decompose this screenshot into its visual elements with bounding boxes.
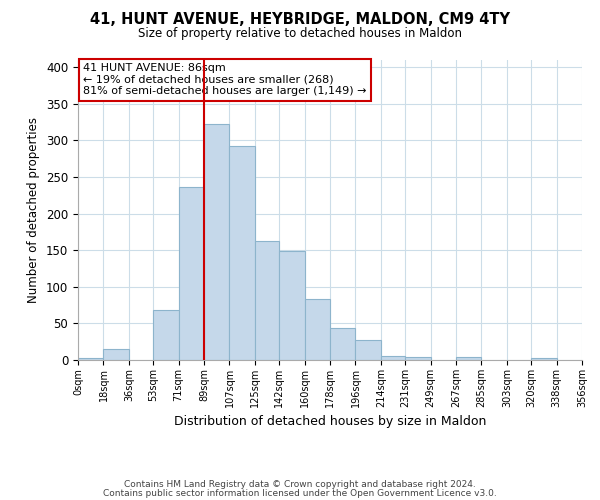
Bar xyxy=(279,251,305,360)
Bar xyxy=(381,356,405,360)
Bar xyxy=(78,358,103,360)
Bar xyxy=(305,298,330,360)
Bar xyxy=(229,146,255,360)
Text: Contains HM Land Registry data © Crown copyright and database right 2024.: Contains HM Land Registry data © Crown c… xyxy=(124,480,476,489)
Bar xyxy=(153,310,179,360)
Text: 41 HUNT AVENUE: 86sqm
← 19% of detached houses are smaller (268)
81% of semi-det: 41 HUNT AVENUE: 86sqm ← 19% of detached … xyxy=(83,63,367,96)
Text: Size of property relative to detached houses in Maldon: Size of property relative to detached ho… xyxy=(138,28,462,40)
Bar xyxy=(330,328,355,360)
Bar xyxy=(531,358,557,360)
Text: 41, HUNT AVENUE, HEYBRIDGE, MALDON, CM9 4TY: 41, HUNT AVENUE, HEYBRIDGE, MALDON, CM9 … xyxy=(90,12,510,28)
Bar xyxy=(179,188,204,360)
Bar xyxy=(456,357,481,360)
Bar xyxy=(103,349,129,360)
Bar xyxy=(204,124,229,360)
Bar xyxy=(405,357,431,360)
Y-axis label: Number of detached properties: Number of detached properties xyxy=(28,117,40,303)
Text: Contains public sector information licensed under the Open Government Licence v3: Contains public sector information licen… xyxy=(103,489,497,498)
X-axis label: Distribution of detached houses by size in Maldon: Distribution of detached houses by size … xyxy=(174,416,486,428)
Bar xyxy=(255,240,279,360)
Bar xyxy=(355,340,381,360)
